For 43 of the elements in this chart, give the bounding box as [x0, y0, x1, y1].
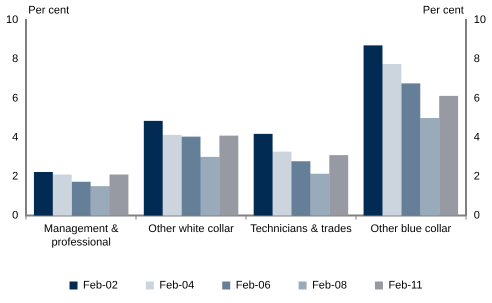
- bar: [420, 118, 440, 216]
- bar: [219, 136, 238, 216]
- x-tick-label: Other blue collar: [370, 223, 452, 236]
- legend-label: Feb-04: [159, 280, 194, 292]
- y2-tick-label: 2: [474, 170, 480, 183]
- bar: [291, 161, 310, 216]
- bar: [52, 174, 72, 216]
- y2-tick-label: 8: [474, 53, 480, 66]
- bar: [364, 45, 382, 216]
- y2-axis-title: Per cent: [422, 4, 464, 17]
- y-tick-label: 0: [12, 210, 18, 222]
- bar: [439, 96, 458, 216]
- legend-label: Feb-11: [388, 280, 422, 292]
- bar: [272, 152, 292, 216]
- y-axis-title: Per cent: [28, 4, 70, 17]
- bar: [144, 120, 163, 216]
- bar: [182, 136, 201, 216]
- y-tick-label: 4: [12, 131, 18, 144]
- bar: [162, 134, 182, 216]
- bar: [110, 174, 128, 216]
- bar: [382, 64, 402, 216]
- bar: [34, 172, 53, 216]
- bar: [72, 182, 91, 216]
- bar: [90, 186, 110, 216]
- y-tick-label: 10: [6, 14, 18, 26]
- y2-tick-label: 0: [474, 210, 480, 222]
- x-tick-label: Technicians & trades: [250, 223, 352, 236]
- x-tick-label: Other white collar: [148, 223, 234, 236]
- y-tick-label: 8: [12, 53, 18, 66]
- y-tick-label: 2: [12, 170, 18, 183]
- legend-label: Feb-08: [312, 280, 347, 292]
- bar: [254, 134, 273, 216]
- y2-tick-label: 6: [474, 92, 480, 104]
- bar: [329, 155, 348, 216]
- y-tick-label: 6: [12, 92, 18, 104]
- bar: [310, 174, 330, 216]
- legend-label: Feb-06: [236, 280, 271, 292]
- bar: [401, 83, 420, 216]
- y2-tick-label: 4: [474, 131, 480, 144]
- y2-tick-label: 10: [474, 14, 486, 26]
- bar: [200, 156, 220, 216]
- x-tick-label: Management & professional: [44, 223, 120, 248]
- legend-label: Feb-02: [83, 280, 118, 292]
